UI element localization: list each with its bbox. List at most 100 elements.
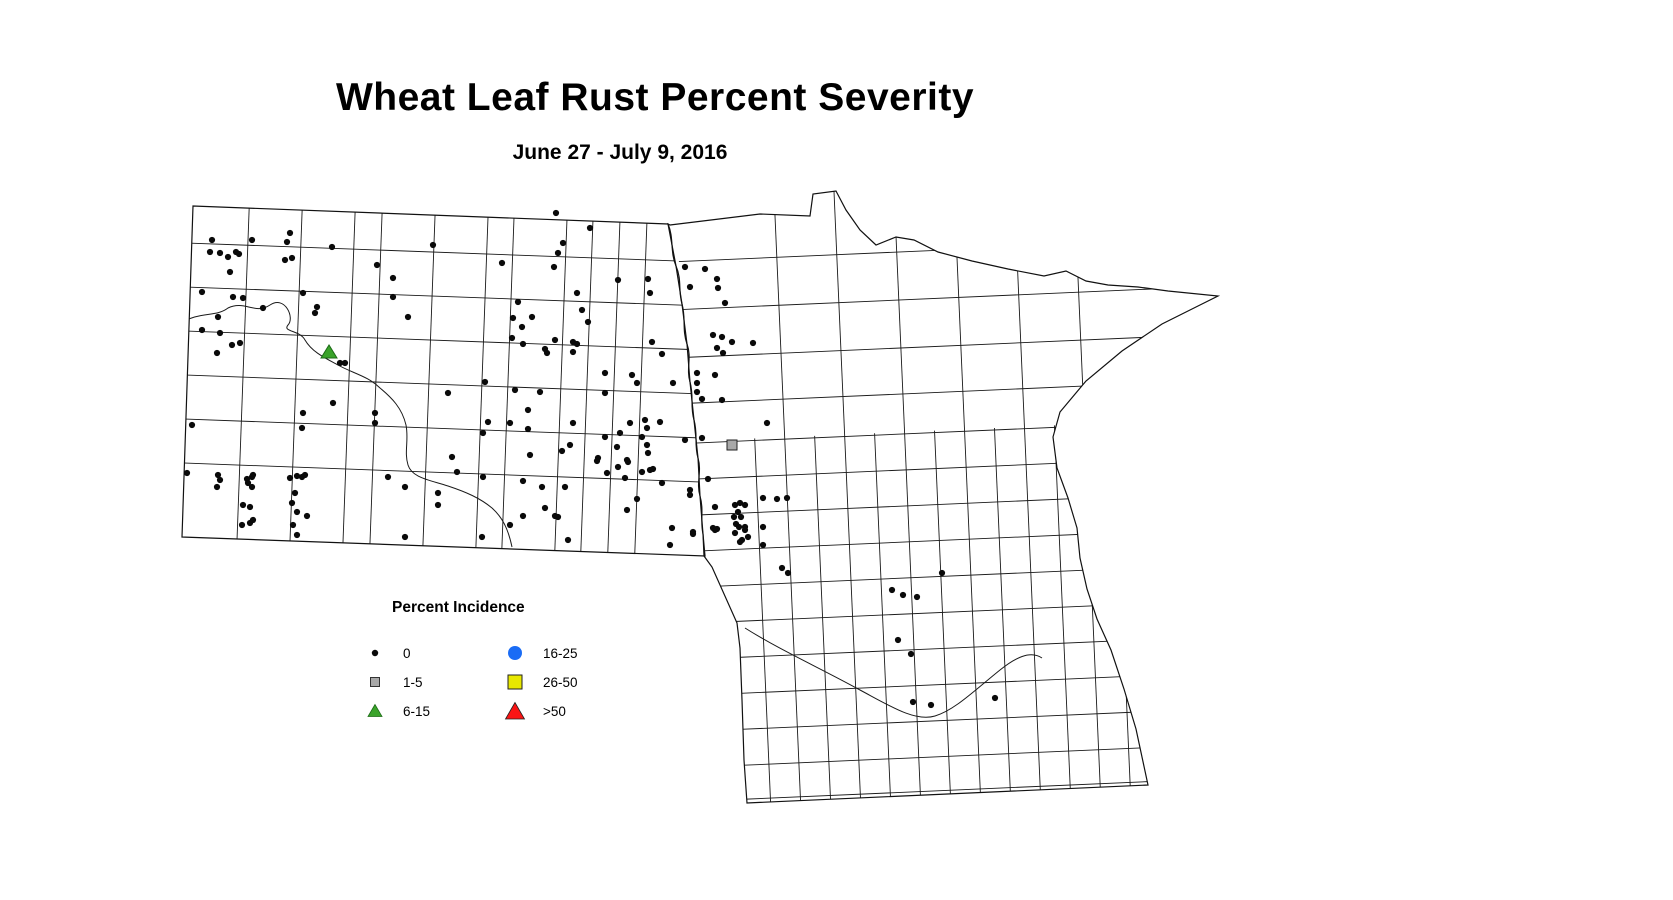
severity-6-15-triangle (320, 344, 338, 359)
severity-0-dot (214, 313, 222, 321)
severity-0-dot (564, 536, 572, 544)
severity-0-dot (641, 416, 649, 424)
severity-0-dot (259, 304, 267, 312)
severity-0-dot (434, 489, 442, 497)
severity-0-dot (693, 379, 701, 387)
severity-0-dot (614, 463, 622, 471)
severity-0-dot (336, 359, 344, 367)
severity-0-dot (224, 253, 232, 261)
severity-0-dot (686, 491, 694, 499)
severity-26-50-square-icon (507, 674, 523, 690)
severity-0-dot (584, 318, 592, 326)
severity-0-dot (909, 698, 917, 706)
severity-0-dot (763, 419, 771, 427)
severity-1-5-square-icon (370, 677, 380, 687)
severity-0-dot (246, 503, 254, 511)
severity-0-dot (713, 344, 721, 352)
severity-0-dot (384, 473, 392, 481)
severity-0-dot (736, 499, 744, 507)
severity-0-dot (288, 499, 296, 507)
severity-0-dot (704, 475, 712, 483)
severity-0-dot (239, 294, 247, 302)
severity-0-dot (519, 477, 527, 485)
severity-0-dot (448, 453, 456, 461)
severity-0-dot (907, 650, 915, 658)
severity-0-dot (658, 350, 666, 358)
severity-0-dot (644, 449, 652, 457)
minnesota-river (745, 628, 1042, 717)
severity-0-dot (569, 348, 577, 356)
legend-item-over-50: >50 (503, 701, 566, 721)
severity-0-dot (728, 338, 736, 346)
severity-0-dot (681, 436, 689, 444)
severity-0-dot (506, 521, 514, 529)
severity-0-dot (389, 293, 397, 301)
severity-0-dot (759, 523, 767, 531)
severity-0-dot (938, 569, 946, 577)
severity-0-dot (524, 406, 532, 414)
severity-0-dot (701, 265, 709, 273)
severity-0-dot (518, 323, 526, 331)
severity-0-dot (734, 508, 742, 516)
severity-0-dot (524, 425, 532, 433)
severity-0-dot (550, 263, 558, 271)
severity-0-dot (783, 494, 791, 502)
north-dakota-counties (174, 191, 719, 570)
severity-0-dot (709, 331, 717, 339)
severity-0-dot (666, 541, 674, 549)
legend-item-label: 26-50 (543, 674, 578, 690)
severity-0-dot (718, 396, 726, 404)
severity-over-50-triangle-icon (504, 701, 526, 720)
severity-0-dot (628, 371, 636, 379)
severity-0-dot (784, 569, 792, 577)
severity-0-dot (478, 533, 486, 541)
severity-0-dot (658, 479, 666, 487)
severity-0-dot (526, 451, 534, 459)
severity-0-dot (991, 694, 999, 702)
severity-0-dot (731, 529, 739, 537)
severity-0-dot (286, 474, 294, 482)
minnesota-counties (676, 175, 1193, 826)
severity-0-dot (188, 421, 196, 429)
severity-0-dot (698, 434, 706, 442)
severity-0-dot (644, 275, 652, 283)
severity-0-dot (913, 593, 921, 601)
legend-item-16-25: 16-25 (503, 643, 578, 663)
severity-0-dot (638, 468, 646, 476)
legend-item-label: 1-5 (403, 674, 423, 690)
severity-0-dot (541, 504, 549, 512)
severity-0-dot (711, 503, 719, 511)
severity-0-dot (214, 471, 222, 479)
severity-0-dot (301, 471, 309, 479)
legend-item-0: 0 (363, 643, 411, 663)
severity-0-dot (744, 533, 752, 541)
severity-0-dot (601, 389, 609, 397)
severity-0-dot (481, 378, 489, 386)
severity-0-dot (371, 419, 379, 427)
severity-0-dot (759, 541, 767, 549)
severity-0-dot (601, 433, 609, 441)
severity-0-dot (183, 469, 191, 477)
severity-0-dot (289, 521, 297, 529)
severity-0-dot (686, 283, 694, 291)
severity-0-dot (593, 457, 601, 465)
severity-0-dot (291, 489, 299, 497)
severity-0-dot (601, 369, 609, 377)
severity-0-dot (552, 209, 560, 217)
severity-0-dot (281, 256, 289, 264)
severity-0-dot (686, 486, 694, 494)
severity-0-dot (239, 501, 247, 509)
severity-0-dot (213, 349, 221, 357)
severity-0-dot (506, 419, 514, 427)
legend-item-label: 6-15 (403, 703, 431, 719)
page-title: Wheat Leaf Rust Percent Severity (335, 76, 975, 119)
severity-0-dot (643, 441, 651, 449)
severity-0-dot (543, 349, 551, 357)
severity-0-dot (719, 349, 727, 357)
severity-16-25-circle-icon (508, 646, 522, 660)
severity-0-dot (698, 395, 706, 403)
severity-0-dot (341, 359, 349, 367)
severity-0-dot (693, 388, 701, 396)
severity-0-dot (714, 284, 722, 292)
